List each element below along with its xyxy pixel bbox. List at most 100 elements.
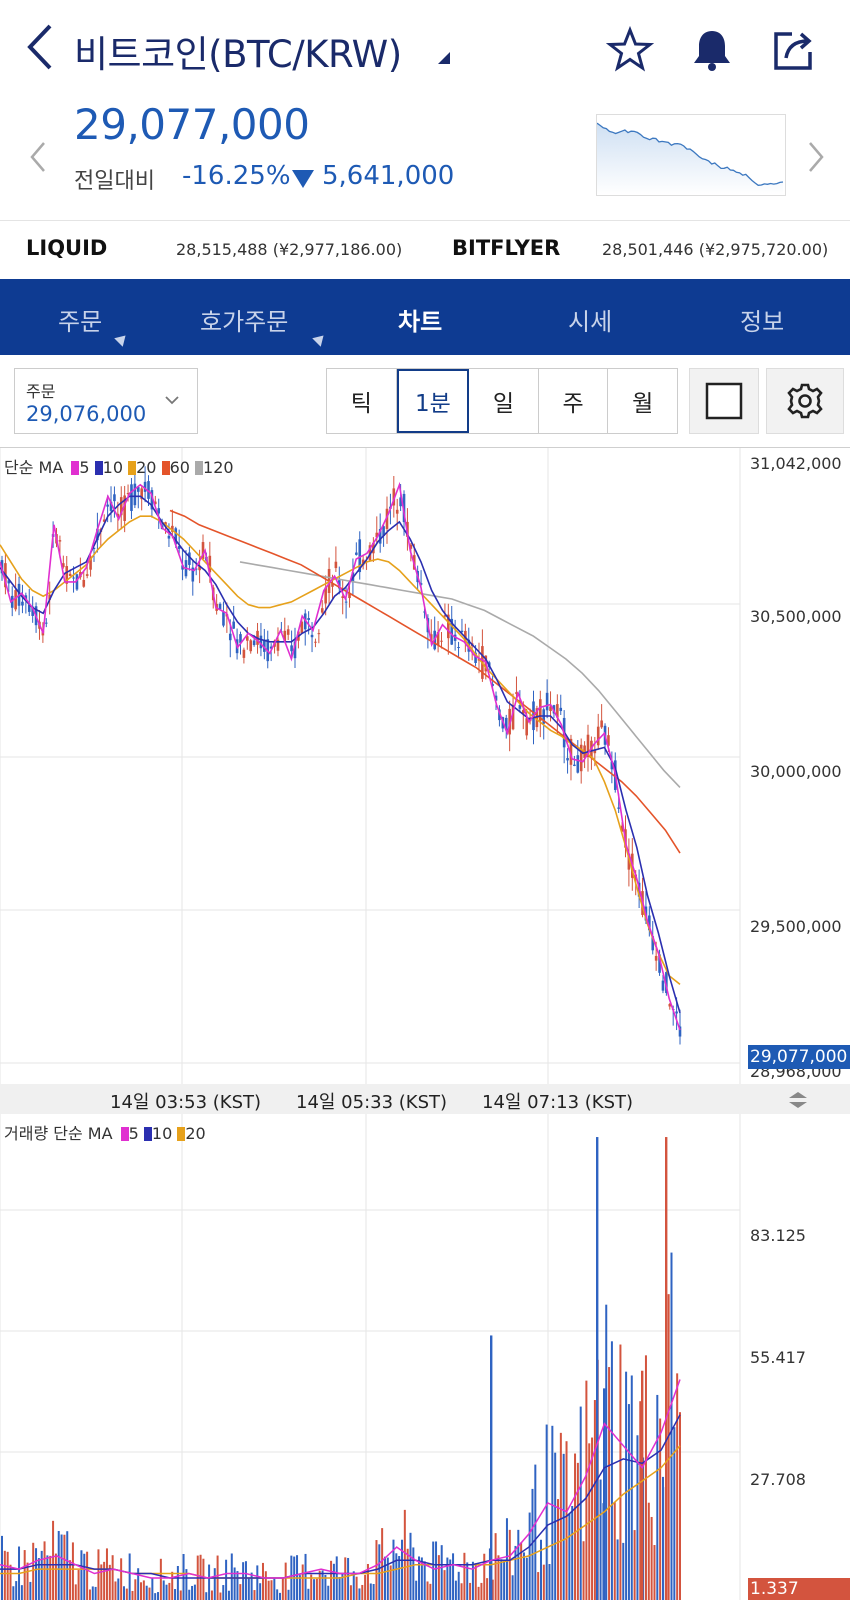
next-coin-chevron-icon[interactable]	[806, 140, 826, 174]
interval-week[interactable]: 주	[539, 369, 609, 433]
price-volume-chart[interactable]	[0, 447, 850, 1600]
volume-bar	[321, 1570, 324, 1600]
candle-body	[62, 563, 65, 568]
candle-body	[317, 633, 321, 635]
candle-body	[307, 617, 310, 621]
time-label: 14일 05:33 (KST)	[296, 1092, 448, 1113]
volume-bar	[466, 1562, 469, 1600]
volume-spike	[596, 1137, 599, 1600]
prev-coin-chevron-icon[interactable]	[28, 140, 48, 174]
candle-body	[276, 639, 280, 651]
candle-body	[293, 641, 297, 659]
order-price-dropdown[interactable]	[14, 368, 198, 434]
tab-info[interactable]: 정보	[740, 308, 785, 336]
volume-bar	[3, 1550, 6, 1600]
volume-bar	[148, 1587, 151, 1600]
back-chevron-icon[interactable]	[22, 22, 58, 72]
volume-bar	[157, 1592, 160, 1600]
volume-bar	[494, 1533, 497, 1600]
volume-bar	[627, 1404, 630, 1600]
volume-bar	[398, 1556, 401, 1600]
share-icon[interactable]	[770, 26, 818, 74]
exchange-price-row	[0, 220, 850, 279]
candle-body	[617, 807, 620, 809]
volume-bar	[483, 1553, 486, 1600]
candle-body	[569, 738, 573, 765]
candle-body	[320, 608, 324, 613]
candle-body	[593, 750, 597, 754]
volume-axis-label: 27.708	[750, 1470, 806, 1489]
volume-bar	[383, 1556, 386, 1600]
candle-body	[72, 577, 75, 579]
volume-bar	[227, 1590, 230, 1600]
volume-bar	[225, 1559, 228, 1600]
ma5-swatch	[71, 461, 80, 475]
candle-body	[378, 529, 382, 544]
candle-body	[58, 540, 62, 542]
volume-bar	[622, 1542, 625, 1600]
candle-body	[130, 484, 133, 511]
volume-bar	[352, 1571, 355, 1600]
candle-body	[106, 504, 109, 507]
star-icon[interactable]	[606, 26, 654, 74]
candle-body	[515, 692, 518, 694]
volume-bar	[440, 1545, 443, 1600]
candle-body	[208, 555, 212, 573]
tab-chart[interactable]: 차트	[398, 308, 443, 336]
ma60-line	[169, 509, 681, 854]
volume-bar	[66, 1531, 69, 1600]
interval-day[interactable]: 일	[469, 369, 539, 433]
volume-bar	[230, 1553, 233, 1600]
time-label: 14일 03:53 (KST)	[110, 1092, 262, 1113]
interval-tick[interactable]: 틱	[327, 369, 397, 433]
resize-handle-icon[interactable]	[786, 1090, 810, 1110]
candle-body	[447, 614, 450, 639]
volume-bar	[162, 1580, 165, 1600]
time-axis-bar[interactable]	[0, 1084, 850, 1114]
candle-body	[109, 501, 113, 511]
down-triangle-icon	[292, 170, 314, 188]
volume-axis-label: 55.417	[750, 1348, 806, 1367]
volume-bar	[12, 1586, 15, 1600]
candle-body	[382, 526, 385, 536]
title-dropdown-caret-icon[interactable]	[436, 50, 452, 66]
volume-bar	[242, 1562, 245, 1600]
volume-bar	[145, 1585, 148, 1600]
bell-icon[interactable]	[688, 26, 736, 74]
volume-bar	[191, 1585, 194, 1600]
legend-ma60: 60	[169, 458, 190, 477]
candle-body	[188, 552, 191, 565]
candle-body	[504, 717, 508, 731]
candle-body	[252, 640, 256, 646]
volume-bar	[647, 1502, 650, 1600]
candle-body	[654, 955, 658, 961]
volume-bar	[202, 1558, 205, 1600]
interval-1min[interactable]: 1분	[396, 369, 470, 433]
tab-quotes[interactable]: 시세	[568, 308, 613, 336]
volume-bar	[165, 1584, 168, 1600]
candle-body	[44, 622, 48, 624]
volume-bar	[435, 1541, 438, 1600]
square-button[interactable]	[689, 368, 759, 434]
volume-bar	[37, 1558, 40, 1600]
volume-bar	[574, 1453, 577, 1600]
candle-body	[75, 574, 79, 590]
volume-bar	[247, 1577, 250, 1600]
volume-bar	[633, 1530, 636, 1600]
interval-month[interactable]: 월	[632, 391, 654, 417]
volume-bar	[361, 1584, 364, 1600]
price-axis-label: 31,042,000	[750, 454, 842, 473]
volume-bar	[15, 1581, 18, 1600]
candle-body	[263, 639, 266, 652]
chart-settings-button[interactable]	[766, 368, 844, 434]
candle-body	[314, 641, 317, 643]
volume-bar	[105, 1548, 108, 1600]
candle-body	[665, 972, 668, 994]
volume-bar	[395, 1553, 398, 1600]
volume-bar	[301, 1564, 304, 1600]
tab-orderbook-order[interactable]: 호가주문	[200, 308, 289, 336]
volume-bar	[591, 1437, 594, 1600]
volume-bar	[505, 1518, 508, 1600]
candle-body	[300, 621, 304, 634]
tab-order[interactable]: 주문	[58, 308, 103, 336]
